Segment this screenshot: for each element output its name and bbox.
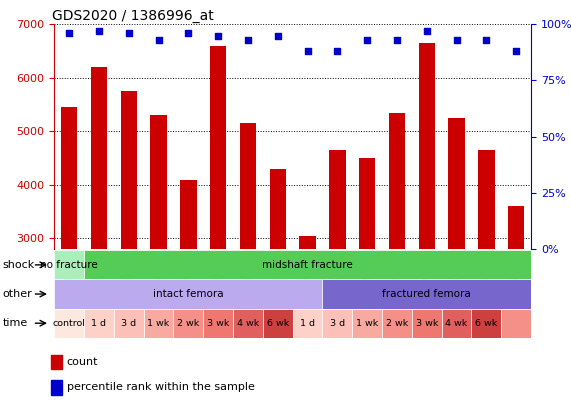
Text: 4 wk: 4 wk bbox=[445, 319, 468, 328]
Point bbox=[333, 48, 342, 55]
Bar bbox=[61, 107, 77, 399]
Bar bbox=[382, 309, 412, 338]
Text: fractured femora: fractured femora bbox=[383, 289, 471, 299]
Text: count: count bbox=[67, 357, 98, 367]
Point bbox=[303, 48, 312, 55]
Text: 1 d: 1 d bbox=[300, 319, 315, 328]
Bar bbox=[203, 309, 233, 338]
Bar bbox=[174, 309, 203, 338]
Point bbox=[273, 32, 282, 39]
Bar bbox=[448, 118, 465, 399]
Bar bbox=[270, 169, 286, 399]
Text: no fracture: no fracture bbox=[41, 260, 98, 270]
Bar bbox=[180, 179, 196, 399]
Text: shock: shock bbox=[3, 260, 35, 270]
Text: time: time bbox=[3, 318, 28, 328]
Bar bbox=[54, 279, 323, 309]
Bar bbox=[478, 150, 494, 399]
Text: 3 d: 3 d bbox=[330, 319, 345, 328]
Bar bbox=[472, 309, 501, 338]
Bar bbox=[51, 355, 62, 369]
Point bbox=[184, 30, 193, 36]
Bar bbox=[508, 206, 524, 399]
Text: 3 wk: 3 wk bbox=[416, 319, 438, 328]
Bar bbox=[501, 309, 531, 338]
Text: other: other bbox=[3, 289, 33, 299]
Text: percentile rank within the sample: percentile rank within the sample bbox=[67, 382, 255, 392]
Point bbox=[512, 48, 521, 55]
Bar bbox=[299, 236, 316, 399]
Point bbox=[482, 37, 491, 43]
Point bbox=[124, 30, 133, 36]
Text: 2 wk: 2 wk bbox=[386, 319, 408, 328]
Point bbox=[452, 37, 461, 43]
Bar bbox=[150, 115, 167, 399]
Text: 3 wk: 3 wk bbox=[207, 319, 230, 328]
Bar bbox=[441, 309, 472, 338]
Text: 6 wk: 6 wk bbox=[475, 319, 497, 328]
Bar bbox=[323, 279, 531, 309]
Bar bbox=[412, 309, 441, 338]
Bar bbox=[114, 309, 144, 338]
Bar bbox=[323, 309, 352, 338]
Point bbox=[154, 37, 163, 43]
Point bbox=[392, 37, 401, 43]
Text: 1 wk: 1 wk bbox=[356, 319, 378, 328]
Bar bbox=[210, 46, 226, 399]
Bar bbox=[352, 309, 382, 338]
Bar bbox=[54, 250, 84, 279]
Bar bbox=[419, 43, 435, 399]
Bar bbox=[91, 67, 107, 399]
Bar bbox=[292, 309, 323, 338]
Text: 4 wk: 4 wk bbox=[237, 319, 259, 328]
Bar bbox=[329, 150, 345, 399]
Point bbox=[94, 28, 103, 34]
Bar bbox=[84, 309, 114, 338]
Text: midshaft fracture: midshaft fracture bbox=[262, 260, 353, 270]
Text: 1 d: 1 d bbox=[91, 319, 106, 328]
Text: 1 wk: 1 wk bbox=[147, 319, 170, 328]
Bar bbox=[54, 309, 84, 338]
Bar bbox=[51, 380, 62, 394]
Text: 3 d: 3 d bbox=[121, 319, 136, 328]
Bar bbox=[144, 309, 174, 338]
Text: 2 wk: 2 wk bbox=[177, 319, 199, 328]
Point bbox=[243, 37, 252, 43]
Point bbox=[363, 37, 372, 43]
Bar bbox=[263, 309, 292, 338]
Bar bbox=[233, 309, 263, 338]
Point bbox=[422, 28, 431, 34]
Text: 6 wk: 6 wk bbox=[267, 319, 289, 328]
Bar bbox=[120, 91, 137, 399]
Bar bbox=[359, 158, 375, 399]
Text: intact femora: intact femora bbox=[153, 289, 224, 299]
Text: control: control bbox=[53, 319, 86, 328]
Bar bbox=[389, 113, 405, 399]
Text: GDS2020 / 1386996_at: GDS2020 / 1386996_at bbox=[52, 9, 214, 23]
Point bbox=[65, 30, 74, 36]
Bar bbox=[240, 123, 256, 399]
Point bbox=[214, 32, 223, 39]
